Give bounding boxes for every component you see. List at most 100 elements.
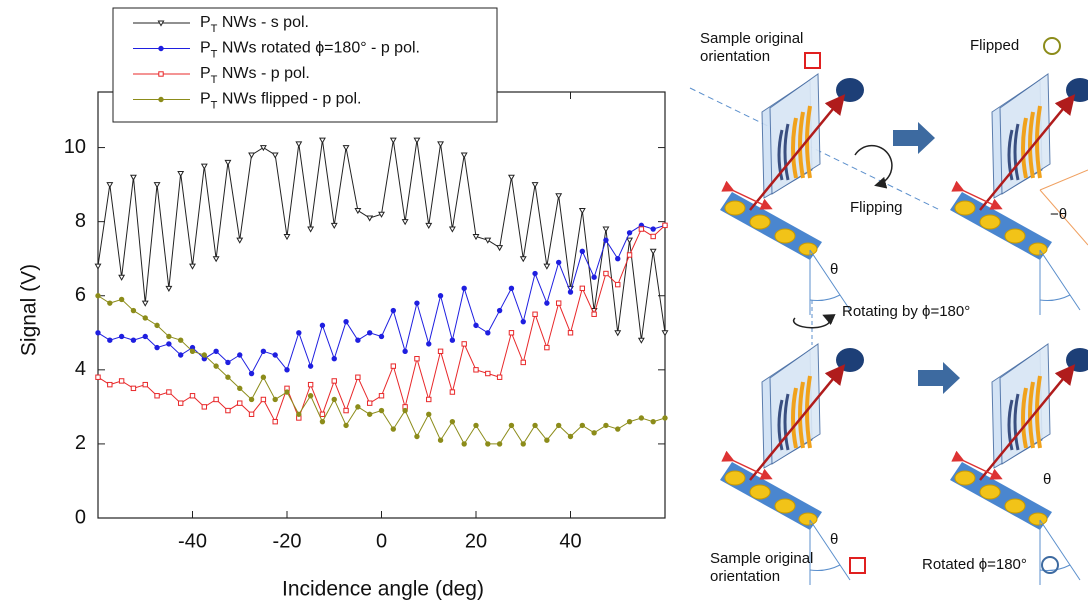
point <box>449 337 456 343</box>
point <box>461 285 467 292</box>
point <box>532 311 538 317</box>
point <box>485 370 491 377</box>
point <box>567 433 574 440</box>
y-tick-label: 10 <box>64 136 86 158</box>
point <box>189 263 196 270</box>
point <box>260 348 267 355</box>
point <box>107 381 113 388</box>
point <box>177 337 184 343</box>
point <box>485 441 491 447</box>
point <box>637 337 645 344</box>
point <box>189 393 196 399</box>
label: −θ <box>1050 206 1067 223</box>
point <box>414 433 420 440</box>
point <box>485 330 491 336</box>
point <box>141 300 149 307</box>
point <box>484 237 492 244</box>
point <box>95 374 101 380</box>
point <box>165 285 173 292</box>
point <box>650 233 656 240</box>
point <box>650 226 656 232</box>
point <box>95 293 101 299</box>
point <box>307 381 314 388</box>
point <box>461 441 467 447</box>
legend-label: PT NWs - p pol. <box>200 65 310 86</box>
series-line <box>97 140 666 341</box>
y-tick-label: 0 <box>75 506 86 528</box>
point <box>154 322 160 329</box>
y-tick-label: 4 <box>75 358 86 380</box>
point <box>166 389 172 395</box>
setup-rotated <box>950 344 1088 585</box>
point <box>591 274 597 280</box>
point <box>237 352 243 358</box>
plot-frame <box>97 91 666 519</box>
point <box>129 174 137 181</box>
rotate-arrow <box>792 314 836 329</box>
point <box>296 330 302 336</box>
point <box>295 141 303 148</box>
point <box>213 396 219 403</box>
point <box>366 400 373 406</box>
point <box>319 322 326 329</box>
point <box>389 137 397 144</box>
circle-icon <box>1043 37 1061 55</box>
point <box>248 370 255 377</box>
point <box>425 222 433 229</box>
point <box>236 237 244 244</box>
point <box>532 422 538 429</box>
point <box>177 400 184 406</box>
point <box>579 422 586 429</box>
point <box>283 233 291 241</box>
setup-original <box>720 74 864 315</box>
point <box>473 367 479 373</box>
point <box>626 252 633 258</box>
point <box>603 237 609 243</box>
point <box>130 385 137 392</box>
point <box>555 300 562 306</box>
point <box>142 315 148 321</box>
point <box>603 270 609 277</box>
point <box>259 145 267 152</box>
series <box>95 222 668 377</box>
label: Flipped <box>970 37 1019 54</box>
label: Rotated ϕ=180° <box>922 556 1027 573</box>
label: Flipping <box>850 199 903 216</box>
point <box>142 381 148 388</box>
point <box>461 341 467 347</box>
series <box>95 222 668 425</box>
point <box>567 289 574 295</box>
point <box>414 356 420 362</box>
x-tick-label: 20 <box>465 530 487 552</box>
point <box>437 348 444 355</box>
point <box>661 330 669 337</box>
point <box>638 415 645 421</box>
point <box>248 396 255 403</box>
point <box>157 20 165 27</box>
series-line <box>97 224 666 375</box>
point <box>272 418 278 425</box>
point <box>158 71 164 77</box>
point <box>272 352 278 358</box>
point <box>662 415 668 421</box>
angle-line <box>1039 169 1088 191</box>
point <box>544 437 550 443</box>
diagram: Sample original orientation Flipping θ F… <box>689 30 1088 585</box>
point <box>437 437 444 443</box>
point <box>118 378 125 384</box>
point <box>307 393 314 399</box>
point <box>531 182 539 189</box>
point <box>413 137 421 144</box>
flip-arrow <box>854 144 893 189</box>
point <box>519 256 527 263</box>
point <box>248 411 255 417</box>
point <box>448 226 456 233</box>
point <box>130 307 137 314</box>
point <box>426 411 432 417</box>
point <box>118 333 125 340</box>
point <box>212 256 220 263</box>
point <box>342 145 350 152</box>
point <box>662 222 668 229</box>
point <box>355 404 361 410</box>
